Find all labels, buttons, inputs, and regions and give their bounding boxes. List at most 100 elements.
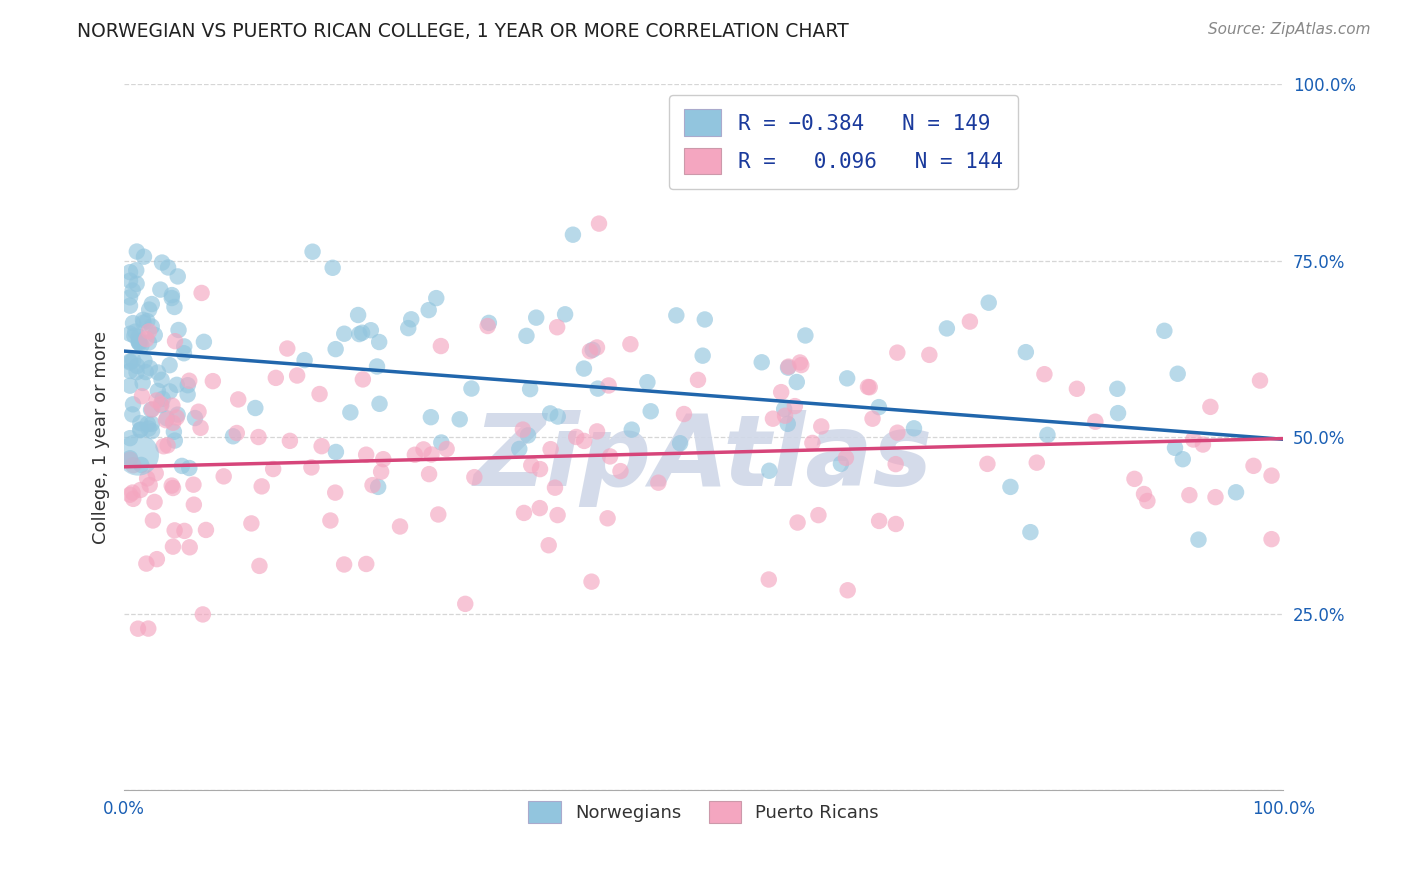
Point bbox=[373, 452, 395, 467]
Point bbox=[131, 338, 153, 352]
Point bbox=[325, 342, 347, 356]
Point bbox=[856, 380, 879, 394]
Point bbox=[138, 325, 160, 339]
Point bbox=[396, 321, 419, 335]
Point bbox=[404, 448, 426, 462]
Point bbox=[588, 217, 610, 231]
Point bbox=[125, 359, 148, 373]
Point bbox=[166, 377, 188, 392]
Text: ZipAtlas: ZipAtlas bbox=[474, 409, 934, 507]
Point bbox=[835, 450, 858, 465]
Point bbox=[319, 514, 342, 528]
Point bbox=[1066, 382, 1088, 396]
Point bbox=[572, 361, 595, 376]
Point bbox=[773, 409, 796, 423]
Point bbox=[139, 402, 162, 417]
Point bbox=[157, 260, 180, 275]
Point bbox=[333, 326, 356, 341]
Point bbox=[547, 409, 569, 424]
Point bbox=[124, 329, 146, 343]
Point bbox=[565, 430, 588, 444]
Point bbox=[194, 523, 217, 537]
Point bbox=[837, 583, 859, 598]
Point bbox=[167, 323, 190, 337]
Point bbox=[354, 557, 377, 571]
Point bbox=[976, 457, 998, 471]
Point bbox=[884, 457, 907, 471]
Point bbox=[339, 405, 361, 419]
Point bbox=[418, 303, 440, 318]
Point bbox=[758, 464, 780, 478]
Point bbox=[226, 392, 249, 407]
Point bbox=[389, 519, 412, 533]
Point bbox=[128, 334, 150, 348]
Point bbox=[125, 263, 148, 277]
Point bbox=[886, 345, 908, 359]
Point bbox=[162, 416, 184, 430]
Point bbox=[794, 328, 817, 343]
Point bbox=[1192, 437, 1215, 451]
Point bbox=[837, 371, 859, 385]
Point bbox=[807, 508, 830, 522]
Point bbox=[586, 425, 609, 439]
Point bbox=[139, 361, 162, 376]
Point bbox=[868, 400, 890, 414]
Point bbox=[166, 410, 188, 425]
Point bbox=[225, 425, 247, 440]
Point bbox=[127, 448, 149, 462]
Point bbox=[136, 314, 159, 328]
Point bbox=[463, 470, 485, 484]
Point bbox=[425, 291, 447, 305]
Point bbox=[903, 421, 925, 435]
Point bbox=[544, 481, 567, 495]
Point bbox=[156, 411, 179, 425]
Point bbox=[582, 343, 605, 357]
Point bbox=[173, 524, 195, 538]
Point bbox=[294, 353, 316, 368]
Point bbox=[129, 458, 152, 472]
Point bbox=[538, 406, 561, 420]
Point bbox=[276, 342, 298, 356]
Point bbox=[801, 436, 824, 450]
Point bbox=[308, 387, 330, 401]
Point bbox=[122, 397, 145, 411]
Point bbox=[132, 313, 155, 327]
Point bbox=[1204, 490, 1226, 504]
Point bbox=[672, 407, 695, 421]
Point bbox=[427, 508, 450, 522]
Point bbox=[173, 339, 195, 353]
Point bbox=[508, 442, 530, 456]
Point bbox=[354, 448, 377, 462]
Point bbox=[620, 423, 643, 437]
Point bbox=[886, 425, 908, 440]
Point bbox=[1033, 367, 1056, 381]
Point bbox=[135, 557, 157, 571]
Point bbox=[322, 260, 344, 275]
Point bbox=[141, 402, 163, 417]
Point bbox=[262, 462, 284, 476]
Point bbox=[138, 302, 160, 317]
Point bbox=[517, 428, 540, 442]
Point bbox=[586, 341, 609, 355]
Point bbox=[512, 423, 534, 437]
Point bbox=[1187, 533, 1209, 547]
Text: NORWEGIAN VS PUERTO RICAN COLLEGE, 1 YEAR OR MORE CORRELATION CHART: NORWEGIAN VS PUERTO RICAN COLLEGE, 1 YEA… bbox=[77, 22, 849, 41]
Point bbox=[619, 337, 641, 351]
Point bbox=[596, 511, 619, 525]
Point bbox=[1260, 468, 1282, 483]
Point bbox=[519, 382, 541, 396]
Point bbox=[247, 430, 270, 444]
Point bbox=[598, 378, 620, 392]
Point bbox=[1123, 472, 1146, 486]
Point bbox=[146, 552, 169, 566]
Point bbox=[862, 411, 884, 425]
Point bbox=[212, 469, 235, 483]
Point bbox=[163, 524, 186, 538]
Point bbox=[166, 269, 188, 284]
Point bbox=[361, 478, 384, 492]
Point bbox=[152, 392, 174, 406]
Point bbox=[647, 475, 669, 490]
Point bbox=[155, 413, 177, 427]
Point bbox=[129, 416, 152, 430]
Point bbox=[1199, 400, 1222, 414]
